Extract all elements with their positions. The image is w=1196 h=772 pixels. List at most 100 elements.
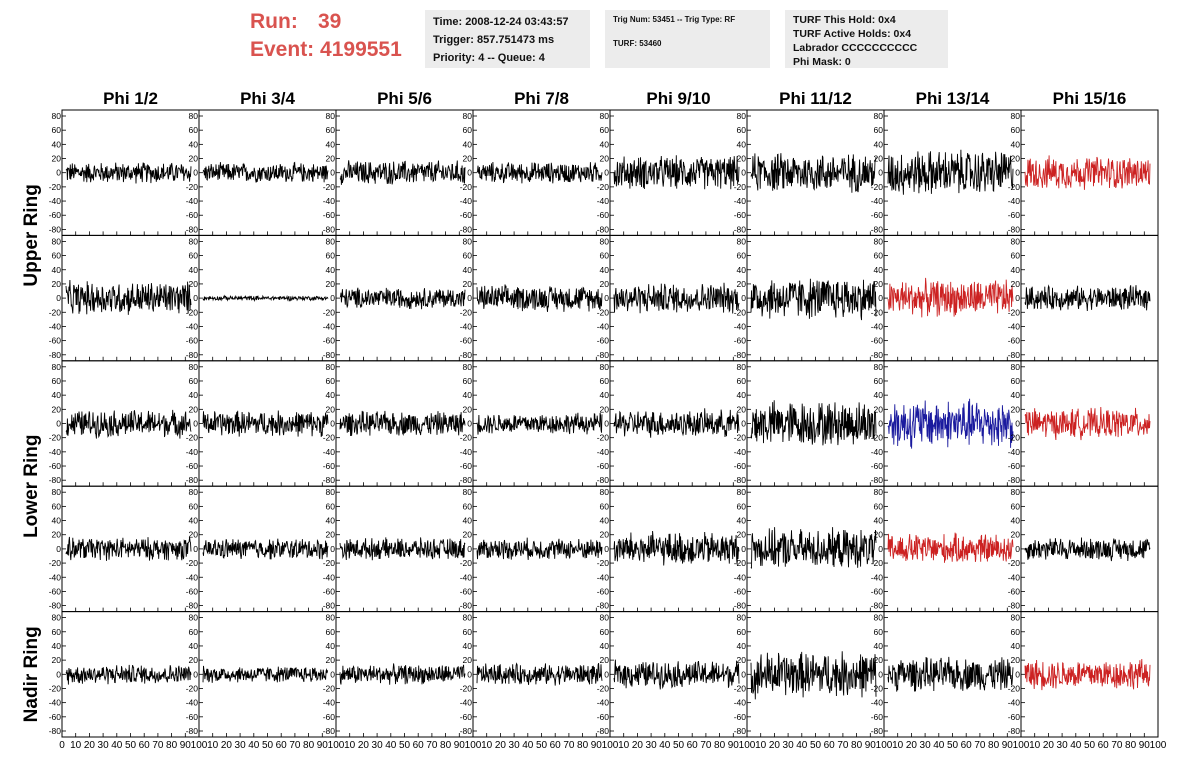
y-tick-label: 60	[52, 125, 62, 135]
y-tick-label: 20	[52, 655, 62, 665]
y-tick-label: -40	[871, 447, 884, 457]
y-tick-label: 0	[330, 168, 335, 178]
y-tick-label: 80	[600, 111, 610, 121]
y-tick-label: 40	[600, 641, 610, 651]
trig-num-text: Trig Num: 53451 -- Trig Type: RF	[613, 15, 736, 24]
y-tick-label: -20	[871, 182, 884, 192]
x-tick-label: 70	[289, 740, 301, 751]
x-tick-label: 70	[974, 740, 986, 751]
y-tick-label: 0	[193, 293, 198, 303]
y-tick-label: 40	[326, 390, 336, 400]
x-tick-label: 100	[1013, 740, 1030, 751]
y-tick-label: 60	[1011, 376, 1021, 386]
y-tick-label: -20	[597, 683, 610, 693]
y-tick-label: -60	[186, 336, 199, 346]
y-tick-label: -80	[871, 726, 884, 736]
y-tick-label: 60	[326, 376, 336, 386]
x-tick-label: 10	[70, 740, 82, 751]
y-tick-label: 60	[600, 376, 610, 386]
y-tick-label: -20	[49, 307, 62, 317]
y-tick-label: 60	[1011, 251, 1021, 261]
waveform-trace	[476, 537, 603, 560]
waveform-trace	[65, 279, 192, 315]
y-tick-label: -80	[734, 350, 747, 360]
y-tick-label: 60	[874, 376, 884, 386]
y-tick-label: -60	[871, 586, 884, 596]
y-tick-label: -60	[460, 461, 473, 471]
y-tick-label: -20	[597, 182, 610, 192]
x-tick-label: 90	[728, 740, 740, 751]
waveform-trace	[887, 149, 1014, 195]
x-tick-label: 30	[98, 740, 110, 751]
y-tick-label: 80	[1011, 487, 1021, 497]
y-tick-label: 60	[326, 125, 336, 135]
y-tick-label: 40	[463, 641, 473, 651]
y-tick-label: 0	[604, 293, 609, 303]
y-tick-label: -60	[871, 712, 884, 722]
x-tick-label: 70	[837, 740, 849, 751]
y-tick-label: 40	[463, 265, 473, 275]
y-tick-label: 80	[737, 362, 747, 372]
phi-column-title: Phi 5/6	[377, 89, 432, 108]
y-tick-label: -80	[871, 224, 884, 234]
x-tick-label: 10	[344, 740, 356, 751]
y-tick-label: 80	[600, 362, 610, 372]
y-tick-label: -60	[1008, 210, 1021, 220]
x-tick-label: 60	[139, 740, 151, 751]
y-tick-label: -40	[871, 572, 884, 582]
y-tick-label: -40	[49, 698, 62, 708]
y-tick-label: 40	[52, 641, 62, 651]
y-tick-label: 40	[189, 641, 199, 651]
y-tick-label: 0	[741, 419, 746, 429]
waveform-trace	[339, 410, 466, 437]
waveform-trace	[202, 538, 329, 560]
waveform-trace	[750, 153, 877, 193]
y-tick-label: 0	[878, 293, 883, 303]
phi-column-title: Phi 3/4	[240, 89, 295, 108]
waveform-trace	[65, 162, 192, 184]
y-tick-label: 40	[874, 641, 884, 651]
y-tick-label: -20	[186, 307, 199, 317]
waveform-trace	[202, 161, 329, 183]
x-tick-label: 70	[426, 740, 438, 751]
x-tick-label: 30	[920, 740, 932, 751]
waveform-trace	[339, 160, 466, 185]
event-value: 4199551	[320, 38, 402, 61]
y-tick-label: -40	[186, 321, 199, 331]
y-tick-label: 20	[463, 655, 473, 665]
y-tick-label: 0	[878, 544, 883, 554]
waveform-trace	[476, 161, 603, 184]
y-tick-label: -40	[871, 321, 884, 331]
y-tick-label: 80	[189, 362, 199, 372]
y-tick-label: 40	[737, 390, 747, 400]
y-tick-label: -20	[49, 683, 62, 693]
y-tick-label: 0	[878, 168, 883, 178]
waveform-trace	[339, 537, 466, 561]
x-tick-label: 100	[1150, 740, 1167, 751]
y-tick-label: 60	[189, 627, 199, 637]
x-tick-label: 60	[824, 740, 836, 751]
waveform-trace	[887, 656, 1014, 692]
x-tick-label: 20	[84, 740, 96, 751]
y-tick-label: -40	[323, 321, 336, 331]
x-tick-label: 50	[673, 740, 685, 751]
y-tick-label: 60	[737, 251, 747, 261]
y-tick-label: -60	[49, 712, 62, 722]
panel-frame	[61, 109, 200, 236]
y-tick-label: 80	[463, 111, 473, 121]
y-tick-label: 80	[189, 111, 199, 121]
y-tick-label: -60	[186, 712, 199, 722]
x-tick-label: 80	[577, 740, 589, 751]
y-tick-label: 20	[874, 530, 884, 540]
y-tick-label: 40	[600, 265, 610, 275]
y-tick-label: -60	[597, 586, 610, 596]
y-tick-label: -60	[49, 210, 62, 220]
y-tick-label: 80	[874, 487, 884, 497]
y-tick-label: -20	[597, 433, 610, 443]
y-tick-label: -20	[871, 433, 884, 443]
phi-column-title: Phi 13/14	[916, 89, 990, 108]
y-tick-label: -60	[734, 461, 747, 471]
waveform-trace	[613, 155, 740, 190]
time-text: Time: 2008-12-24 03:43:57	[433, 16, 569, 28]
y-tick-label: 40	[189, 390, 199, 400]
